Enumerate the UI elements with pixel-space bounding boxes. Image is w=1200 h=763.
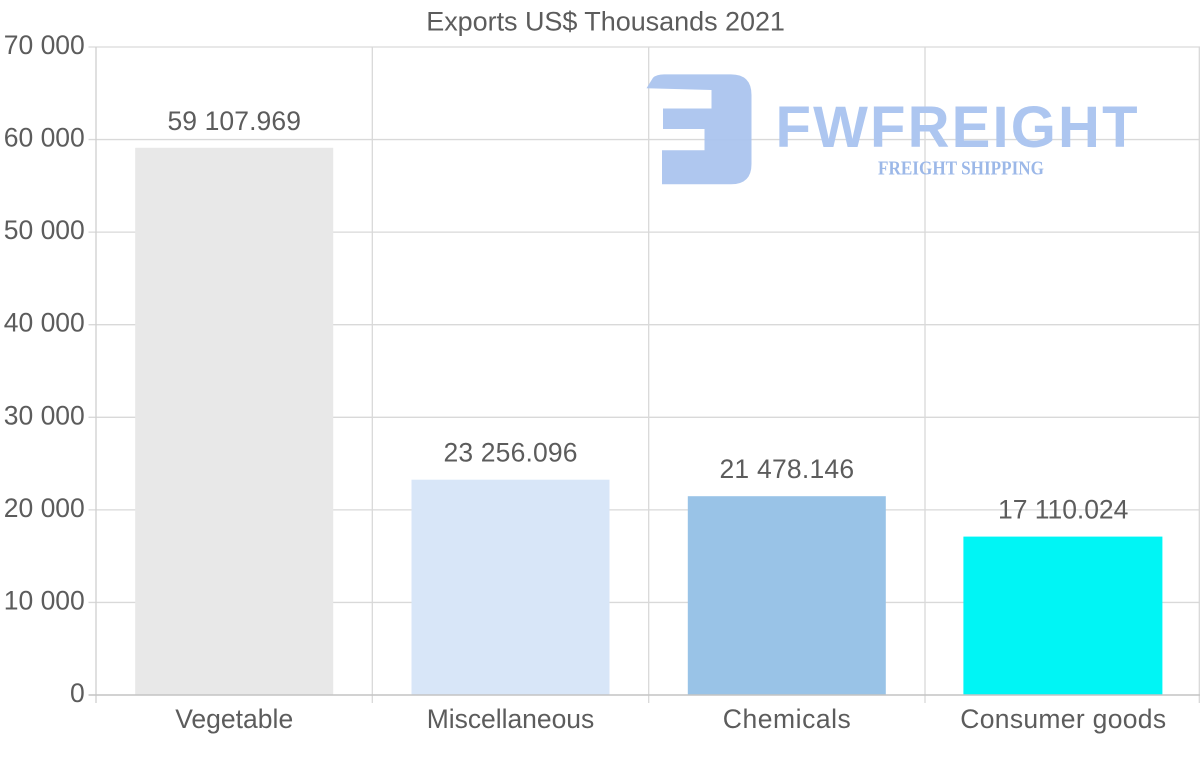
svg-text:Chemicals: Chemicals: [723, 704, 851, 734]
svg-text:60 000: 60 000: [4, 123, 85, 153]
svg-text:59 107.969: 59 107.969: [167, 106, 301, 136]
svg-text:10 000: 10 000: [4, 585, 85, 615]
svg-text:17 110.024: 17 110.024: [998, 495, 1128, 525]
svg-text:FWFREIGHT: FWFREIGHT: [776, 95, 1138, 160]
svg-text:Vegetable: Vegetable: [175, 704, 293, 734]
svg-text:0: 0: [70, 678, 85, 708]
svg-text:20 000: 20 000: [4, 493, 85, 523]
svg-text:30 000: 30 000: [4, 400, 85, 430]
svg-text:23 256.096: 23 256.096: [444, 438, 578, 468]
svg-text:40 000: 40 000: [4, 308, 85, 338]
svg-text:Miscellaneous: Miscellaneous: [427, 704, 595, 734]
svg-text:Consumer goods: Consumer goods: [960, 704, 1166, 734]
svg-text:21 478.146: 21 478.146: [719, 454, 854, 484]
svg-text:FREIGHT SHIPPING: FREIGHT SHIPPING: [878, 159, 1044, 180]
svg-text:50 000: 50 000: [4, 215, 85, 245]
svg-text:Exports US$ Thousands 2021: Exports US$ Thousands 2021: [426, 7, 785, 37]
svg-text:70 000: 70 000: [4, 30, 85, 60]
